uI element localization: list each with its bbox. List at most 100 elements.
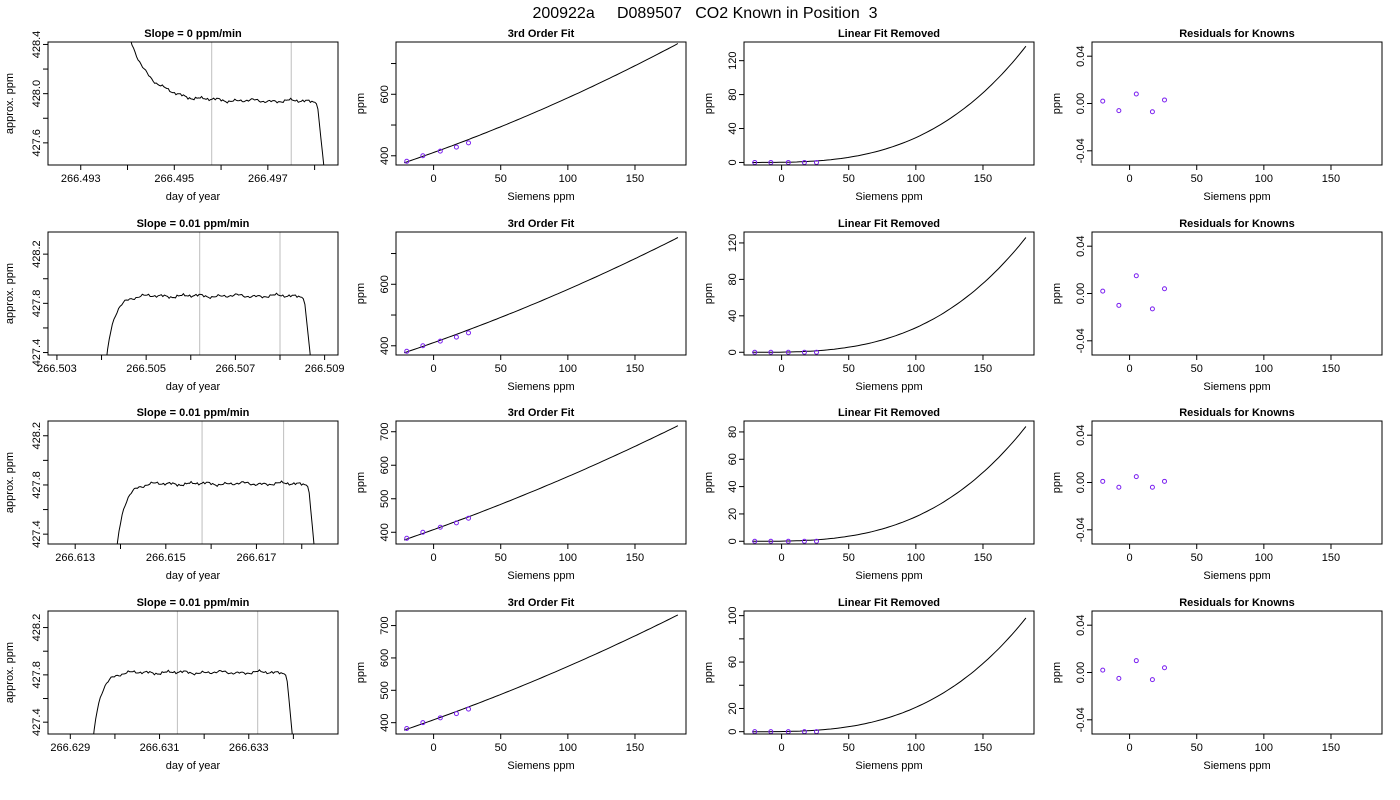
panel-title: Residuals for Knowns — [1179, 28, 1295, 40]
plot-area — [1100, 658, 1167, 683]
x-tick-label: 50 — [495, 742, 507, 754]
panel-title: Linear Fit Removed — [838, 218, 940, 230]
data-point — [1133, 91, 1139, 97]
y-axis-label: ppm — [703, 472, 715, 493]
x-tick-label: 266.497 — [248, 173, 288, 185]
y-tick-label: 0.04 — [1075, 614, 1087, 635]
chart-panel: 3rd Order Fit 0 50 100 150 Siemens ppm 400 600 p… — [355, 218, 687, 393]
x-tick-label: 100 — [907, 742, 925, 754]
y-tick-label: 427.4 — [31, 339, 43, 367]
plot-area — [116, 421, 315, 544]
panel-title: Slope = 0.01 ppm/min — [137, 597, 250, 609]
x-tick-label: 266.633 — [229, 742, 269, 754]
x-tick-label: 150 — [1322, 742, 1340, 754]
plot-area — [752, 426, 1027, 544]
chart-panel: Linear Fit Removed 0 50 100 150 Siemens ppm 0 4… — [703, 28, 1035, 203]
data-point — [768, 538, 774, 544]
data-point — [752, 159, 758, 165]
page-title: 200922a D089507 CO2 Known in Position 3 — [532, 5, 877, 22]
y-tick-label: 427.8 — [31, 471, 43, 499]
plot-area — [1100, 273, 1167, 312]
y-axis-label: ppm — [703, 283, 715, 304]
plot-area — [403, 43, 679, 164]
y-axis-label: ppm — [355, 283, 367, 304]
data-point — [814, 538, 819, 544]
x-tick-label: 0 — [1127, 552, 1133, 564]
y-tick-label: 80 — [727, 426, 739, 438]
data-point — [785, 538, 791, 544]
data-point — [1149, 109, 1155, 115]
x-axis-label: Siemens ppm — [507, 191, 574, 203]
y-tick-label: 100 — [727, 606, 739, 624]
y-axis-label: approx. ppm — [4, 452, 16, 513]
x-axis-label: Siemens ppm — [507, 760, 574, 772]
x-tick-label: 0 — [779, 173, 785, 185]
plot-frame — [395, 610, 687, 735]
y-tick-label: 120 — [727, 51, 739, 69]
y-tick-label: 400 — [379, 523, 391, 541]
data-trace — [116, 480, 315, 544]
data-point — [466, 330, 471, 336]
x-tick-label: 100 — [907, 363, 925, 375]
y-axis-label: ppm — [1051, 93, 1063, 114]
x-axis-label: day of year — [166, 381, 221, 393]
fit-curve — [752, 617, 1027, 733]
x-tick-label: 100 — [1255, 552, 1273, 564]
data-point — [1133, 658, 1139, 664]
plot-frame — [1091, 231, 1383, 356]
chart-panel: Slope = 0.01 ppm/min 266.503 266.505 266.50… — [4, 218, 344, 393]
x-tick-label: 50 — [1191, 552, 1203, 564]
x-axis-label: Siemens ppm — [855, 381, 922, 393]
y-tick-label: 0.00 — [1075, 662, 1087, 683]
x-tick-label: 150 — [1322, 363, 1340, 375]
plot-area — [752, 45, 1027, 165]
plot-frame — [47, 610, 339, 735]
data-point — [1149, 306, 1155, 312]
data-point — [1116, 108, 1122, 114]
x-tick-label: 0 — [1127, 173, 1133, 185]
x-tick-label: 100 — [907, 552, 925, 564]
fit-curve — [752, 237, 1027, 353]
data-point — [1116, 675, 1122, 681]
y-tick-label: 500 — [379, 490, 391, 508]
x-tick-label: 50 — [495, 363, 507, 375]
chart-panel: Residuals for Knowns 0 50 100 150 Siemens ppm… — [1051, 28, 1383, 203]
x-tick-label: 266.617 — [237, 552, 277, 564]
plot-frame — [47, 231, 339, 356]
y-axis-label: ppm — [355, 662, 367, 683]
fit-curve — [403, 43, 679, 164]
x-tick-label: 266.613 — [55, 552, 95, 564]
x-tick-label: 0 — [431, 363, 437, 375]
x-tick-label: 100 — [559, 552, 577, 564]
x-tick-label: 0 — [431, 173, 437, 185]
data-point — [814, 349, 819, 355]
panel-title: Residuals for Knowns — [1179, 218, 1295, 230]
x-axis-label: Siemens ppm — [855, 191, 922, 203]
data-point — [420, 529, 426, 535]
y-tick-label: 40 — [727, 480, 739, 492]
x-tick-label: 150 — [626, 742, 644, 754]
plot-frame — [743, 610, 1035, 735]
panel-title: Slope = 0.01 ppm/min — [137, 407, 250, 419]
data-point — [437, 148, 443, 154]
data-point — [404, 725, 410, 731]
plot-area — [403, 425, 679, 541]
chart-panel: Residuals for Knowns 0 50 100 150 Siemens ppm… — [1051, 407, 1383, 582]
data-trace — [130, 42, 325, 165]
data-point — [752, 538, 758, 544]
data-point — [466, 515, 471, 521]
plot-frame — [743, 41, 1035, 166]
data-point — [437, 715, 443, 721]
data-point — [420, 720, 426, 726]
x-tick-label: 266.505 — [126, 363, 166, 375]
x-tick-label: 266.629 — [50, 742, 90, 754]
data-point — [1116, 302, 1122, 308]
x-tick-label: 266.507 — [216, 363, 256, 375]
y-tick-label: 428.4 — [31, 31, 43, 59]
y-tick-label: 0.04 — [1075, 235, 1087, 256]
data-point — [420, 153, 426, 159]
y-tick-label: 0 — [727, 538, 739, 544]
x-tick-label: 266.493 — [61, 173, 101, 185]
x-tick-label: 100 — [559, 742, 577, 754]
